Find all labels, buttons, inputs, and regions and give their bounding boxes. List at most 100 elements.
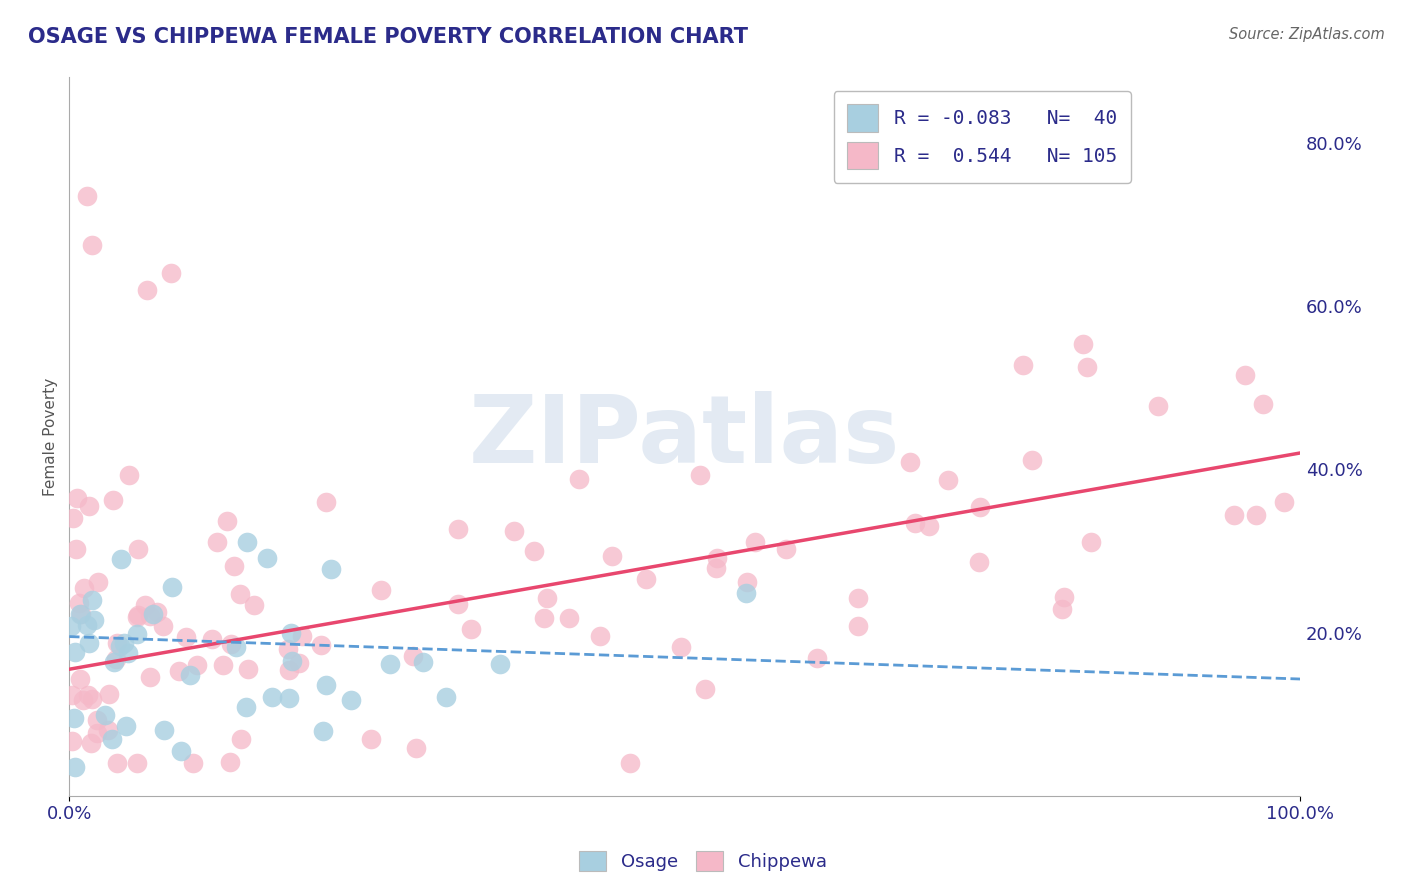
Point — [536, 591, 558, 605]
Point — [898, 455, 921, 469]
Point — [103, 655, 125, 669]
Point — [76, 189, 98, 203]
Point — [127, 541, 149, 556]
Point — [278, 690, 301, 705]
Point — [179, 667, 201, 681]
Point — [104, 652, 127, 666]
Point — [67, 596, 90, 610]
Point — [235, 700, 257, 714]
Point — [219, 755, 242, 769]
Point — [76, 618, 98, 632]
Point — [533, 611, 555, 625]
Text: Source: ZipAtlas.com: Source: ZipAtlas.com — [1229, 27, 1385, 42]
Point — [125, 627, 148, 641]
Point — [291, 629, 314, 643]
Point — [262, 690, 284, 704]
Point — [112, 636, 135, 650]
Point — [412, 655, 434, 669]
Point — [671, 640, 693, 654]
Point — [340, 693, 363, 707]
Point — [215, 514, 238, 528]
Y-axis label: Female Poverty: Female Poverty — [44, 377, 58, 496]
Point — [918, 519, 941, 533]
Point — [775, 541, 797, 556]
Point — [806, 651, 828, 665]
Point — [737, 574, 759, 589]
Point — [693, 682, 716, 697]
Point — [110, 640, 132, 654]
Point — [370, 582, 392, 597]
Point — [360, 732, 382, 747]
Point — [936, 473, 959, 487]
Point — [229, 587, 252, 601]
Point — [503, 524, 526, 538]
Point — [225, 640, 247, 654]
Point — [87, 574, 110, 589]
Point — [735, 585, 758, 599]
Point — [904, 516, 927, 530]
Point — [256, 550, 278, 565]
Point — [1244, 508, 1267, 522]
Point — [77, 688, 100, 702]
Point — [1147, 399, 1170, 413]
Point — [1233, 368, 1256, 382]
Point — [207, 534, 229, 549]
Point — [60, 688, 83, 702]
Point — [402, 648, 425, 663]
Point — [706, 551, 728, 566]
Point — [969, 500, 991, 514]
Point — [846, 591, 869, 606]
Point — [127, 607, 149, 622]
Point — [83, 613, 105, 627]
Point — [229, 732, 252, 747]
Point — [378, 657, 401, 672]
Point — [600, 549, 623, 564]
Point — [65, 542, 87, 557]
Point — [60, 619, 83, 633]
Point — [80, 692, 103, 706]
Point — [77, 636, 100, 650]
Point — [142, 607, 165, 621]
Point — [159, 266, 181, 280]
Point — [523, 543, 546, 558]
Point — [1053, 590, 1076, 604]
Point — [280, 655, 302, 669]
Point — [77, 499, 100, 513]
Point — [160, 580, 183, 594]
Point — [62, 511, 84, 525]
Point — [153, 723, 176, 738]
Text: ZIPatlas: ZIPatlas — [470, 391, 900, 483]
Point — [136, 283, 159, 297]
Point — [280, 626, 302, 640]
Point — [846, 619, 869, 633]
Point — [704, 561, 727, 575]
Text: OSAGE VS CHIPPEWA FEMALE POVERTY CORRELATION CHART: OSAGE VS CHIPPEWA FEMALE POVERTY CORRELA… — [28, 27, 748, 46]
Point — [315, 678, 337, 692]
Point — [489, 657, 512, 672]
Point — [1050, 602, 1073, 616]
Point — [405, 740, 427, 755]
Point — [1251, 397, 1274, 411]
Point — [93, 707, 115, 722]
Point — [63, 711, 86, 725]
Point — [174, 630, 197, 644]
Point — [181, 756, 204, 771]
Point — [125, 610, 148, 624]
Point — [1076, 359, 1098, 374]
Point — [1223, 508, 1246, 522]
Point — [589, 629, 612, 643]
Legend: Osage, Chippewa: Osage, Chippewa — [572, 844, 834, 879]
Point — [86, 713, 108, 727]
Point — [201, 632, 224, 646]
Point — [689, 467, 711, 482]
Point — [243, 598, 266, 612]
Point — [80, 237, 103, 252]
Point — [1080, 535, 1102, 549]
Point — [1272, 495, 1295, 509]
Point — [186, 657, 208, 672]
Point — [117, 646, 139, 660]
Point — [434, 690, 457, 704]
Point — [170, 744, 193, 758]
Point — [277, 642, 299, 657]
Point — [568, 472, 591, 486]
